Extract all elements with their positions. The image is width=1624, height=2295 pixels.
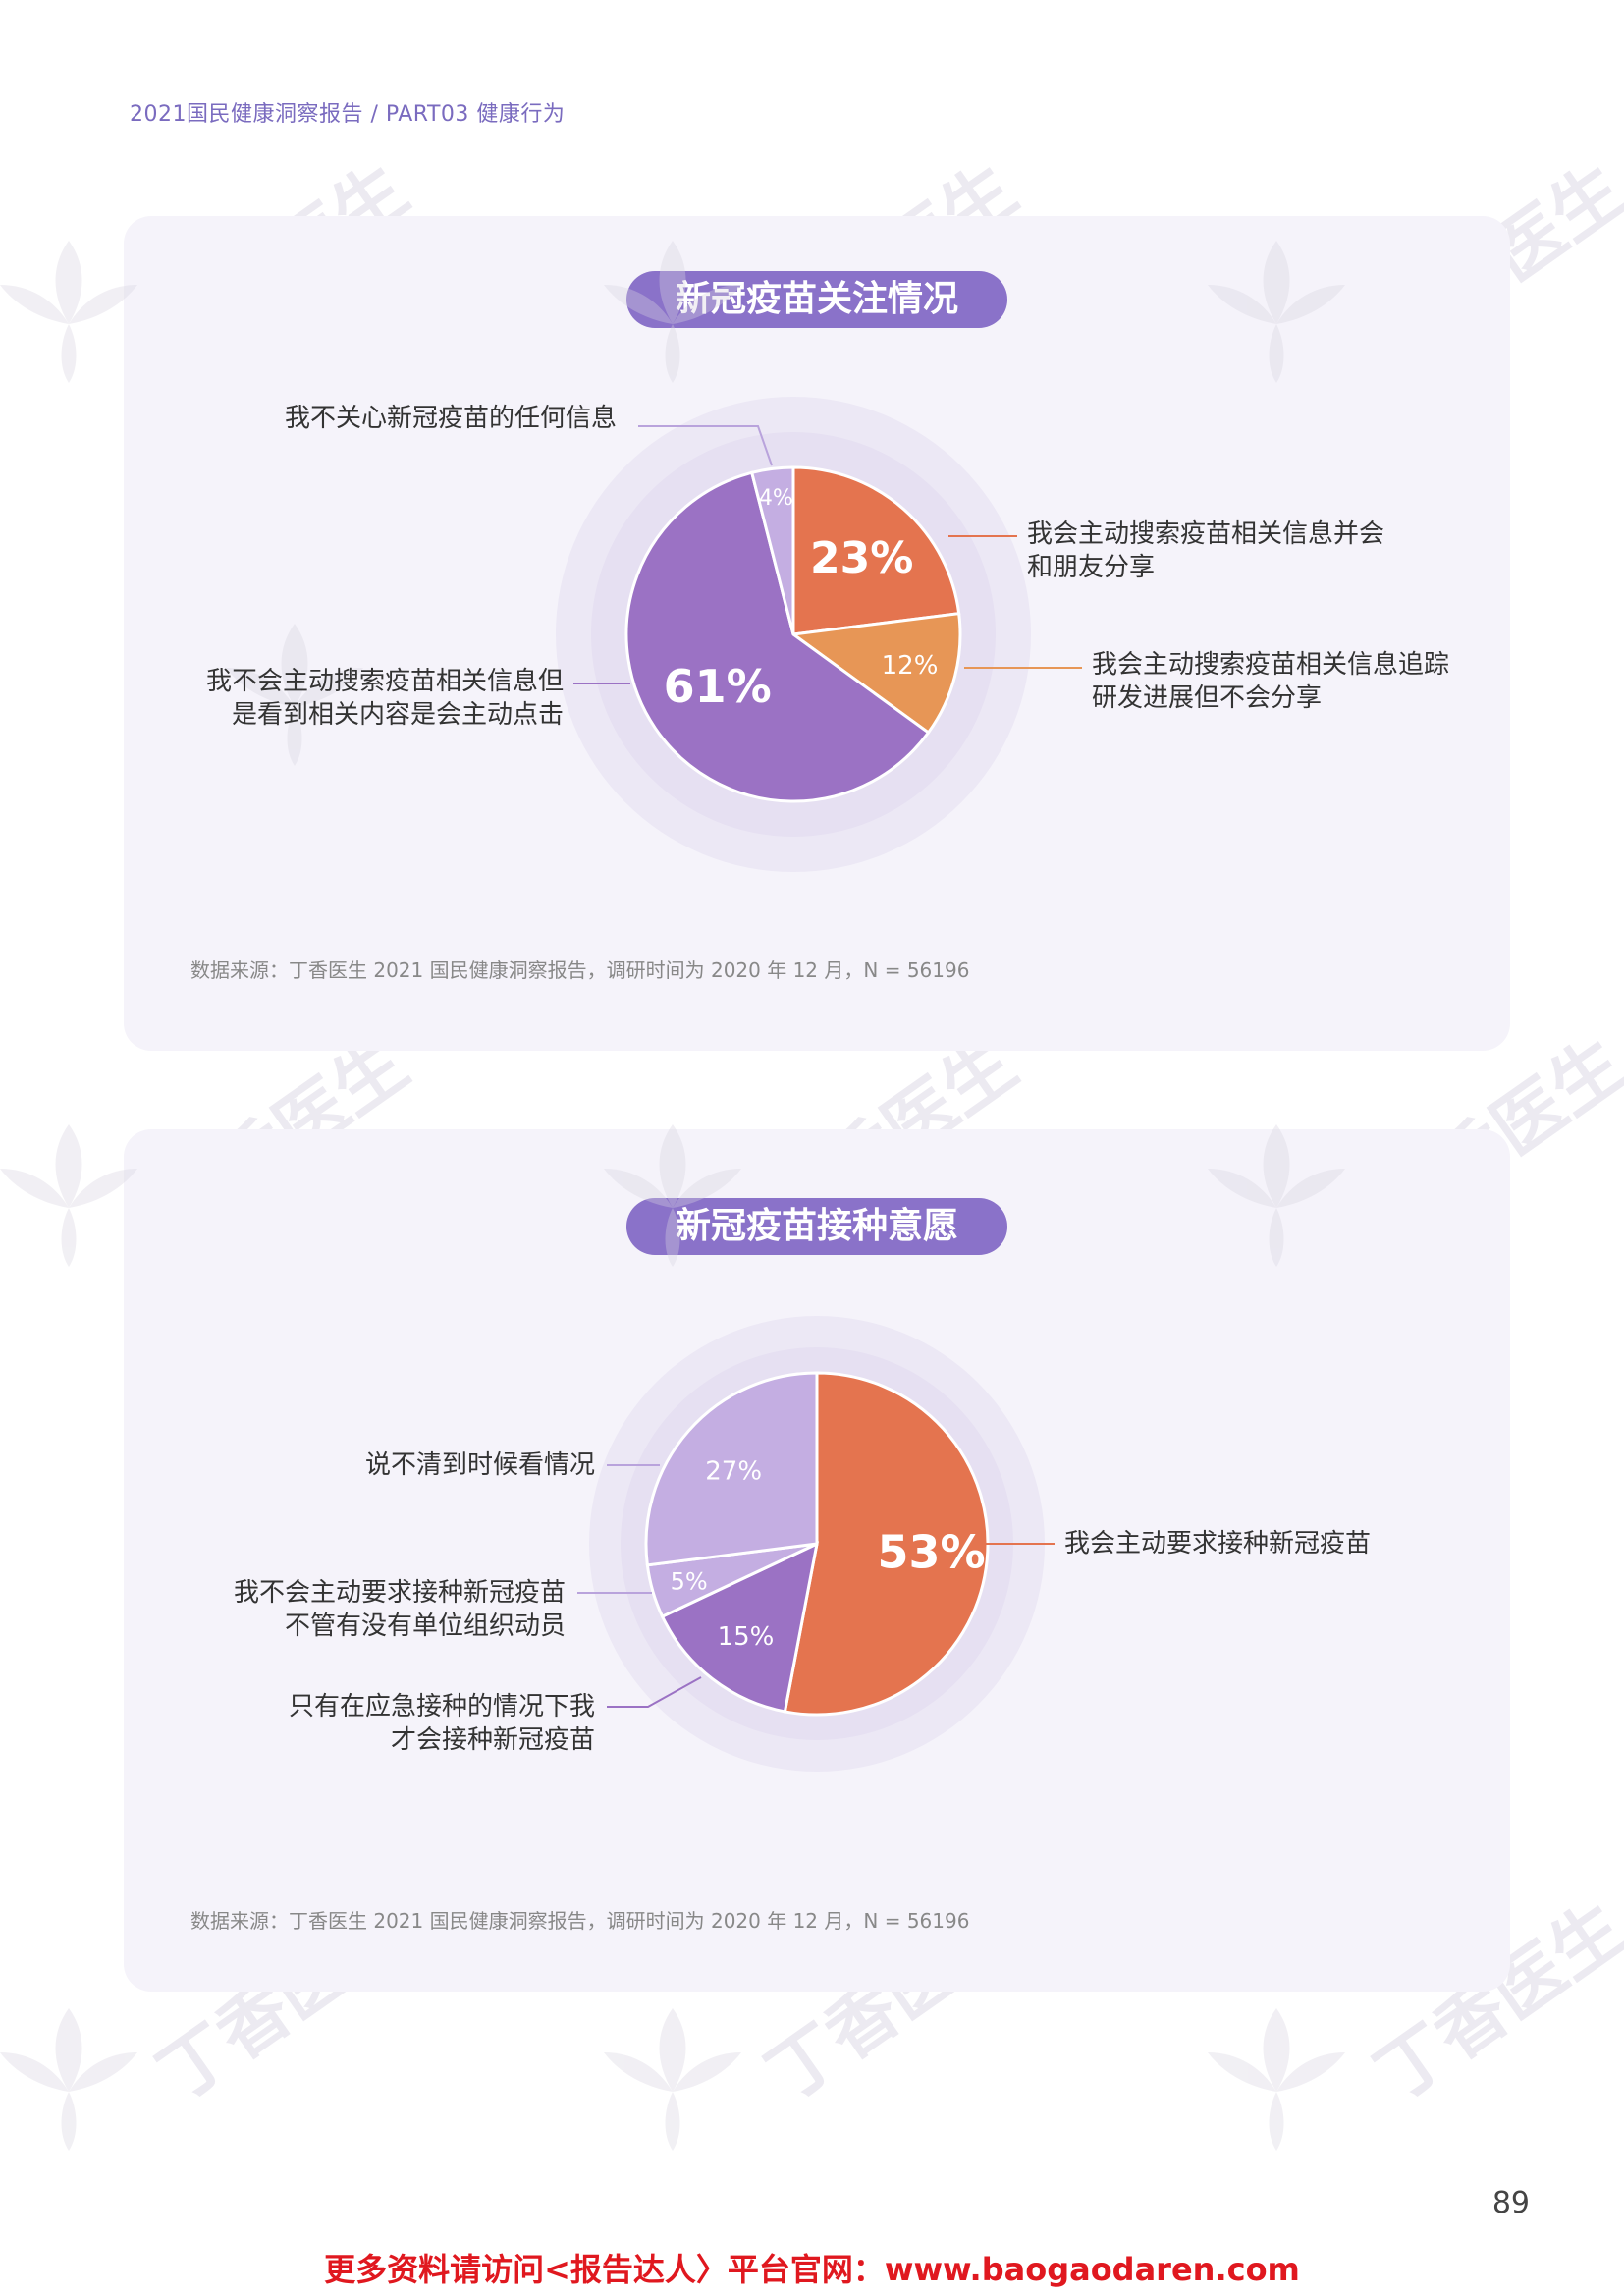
pie-slice [783, 1371, 990, 1717]
chart-source: 数据来源：丁香医生 2021 国民健康洞察报告，调研时间为 2020 年 12 … [190, 958, 970, 982]
pie-slice [644, 1371, 819, 1567]
leaf-watermark-icon [0, 1124, 137, 1267]
chart-title: 新冠疫苗接种意愿 [625, 1198, 1008, 1255]
slice-value-label: 61% [664, 660, 772, 713]
slice-value-label: 12% [882, 651, 939, 681]
slice-category-label: 说不清到时候看情况 [365, 1450, 595, 1480]
slice-value-label: 53% [878, 1526, 986, 1579]
slice-category-label: 我不会主动搜索疫苗相关信息但是看到相关内容是会主动点击 [206, 667, 564, 730]
pie-slice [791, 465, 961, 636]
slice-value-label: 15% [718, 1622, 775, 1652]
slice-value-label: 23% [810, 533, 913, 583]
watermark-leaves [0, 241, 1345, 2151]
leaf-watermark-icon [604, 1124, 741, 1267]
slice-value-label: 4% [759, 486, 793, 511]
slice-category-label: 我不会主动要求接种新冠疫苗不管有没有单位组织动员 [234, 1578, 566, 1641]
slice-value-label: 5% [671, 1568, 708, 1596]
leaf-watermark-icon [1208, 2008, 1345, 2151]
slice-category-label: 我会主动要求接种新冠疫苗 [1064, 1529, 1371, 1558]
slice-category-label: 我不关心新冠疫苗的任何信息 [285, 404, 617, 433]
page-number: 89 [1491, 2186, 1530, 2220]
leader-line [638, 425, 773, 466]
slice-category-label: 只有在应急接种的情况下我才会接种新冠疫苗 [289, 1692, 595, 1755]
leaf-watermark-icon [604, 2008, 741, 2151]
leaf-watermark-icon [226, 624, 363, 766]
report-header: 2021国民健康洞察报告 / PART03 健康行为 [130, 102, 566, 127]
footer-link[interactable]: 更多资料请访问<报告达人〉平台官网：www.baogaodaren.com [324, 2251, 1300, 2288]
pie-slice [660, 1541, 820, 1714]
pie-slice [749, 465, 795, 635]
leaf-watermark-icon [1208, 1124, 1345, 1267]
pie-chart-willingness: 53% 15% 5% 27% 我会主动要求接种新冠疫苗只有在应急接种的情况下我才会接种… [234, 1316, 1371, 1772]
pie-chart-attention: 23% 12% 61% 4% 我会主动搜索疫苗相关信息并会和朋友分享我会主动搜索疫苗相… [206, 397, 1449, 872]
chart-source: 数据来源：丁香医生 2021 国民健康洞察报告，调研时间为 2020 年 12 … [190, 1909, 970, 1933]
pie-slice [789, 612, 962, 736]
leaf-watermark-icon [604, 241, 741, 383]
slice-category-label: 我会主动搜索疫苗相关信息并会和朋友分享 [1027, 519, 1384, 582]
leaf-watermark-icon [0, 2008, 137, 2151]
leader-line [607, 1676, 702, 1708]
chart-title: 新冠疫苗关注情况 [625, 271, 1008, 328]
slice-category-label: 我会主动搜索疫苗相关信息追踪研发进展但不会分享 [1092, 650, 1449, 713]
leaf-watermark-icon [0, 241, 137, 383]
pie-slice [624, 470, 931, 803]
leaf-watermark-icon [1208, 241, 1345, 383]
slice-value-label: 27% [705, 1457, 762, 1487]
